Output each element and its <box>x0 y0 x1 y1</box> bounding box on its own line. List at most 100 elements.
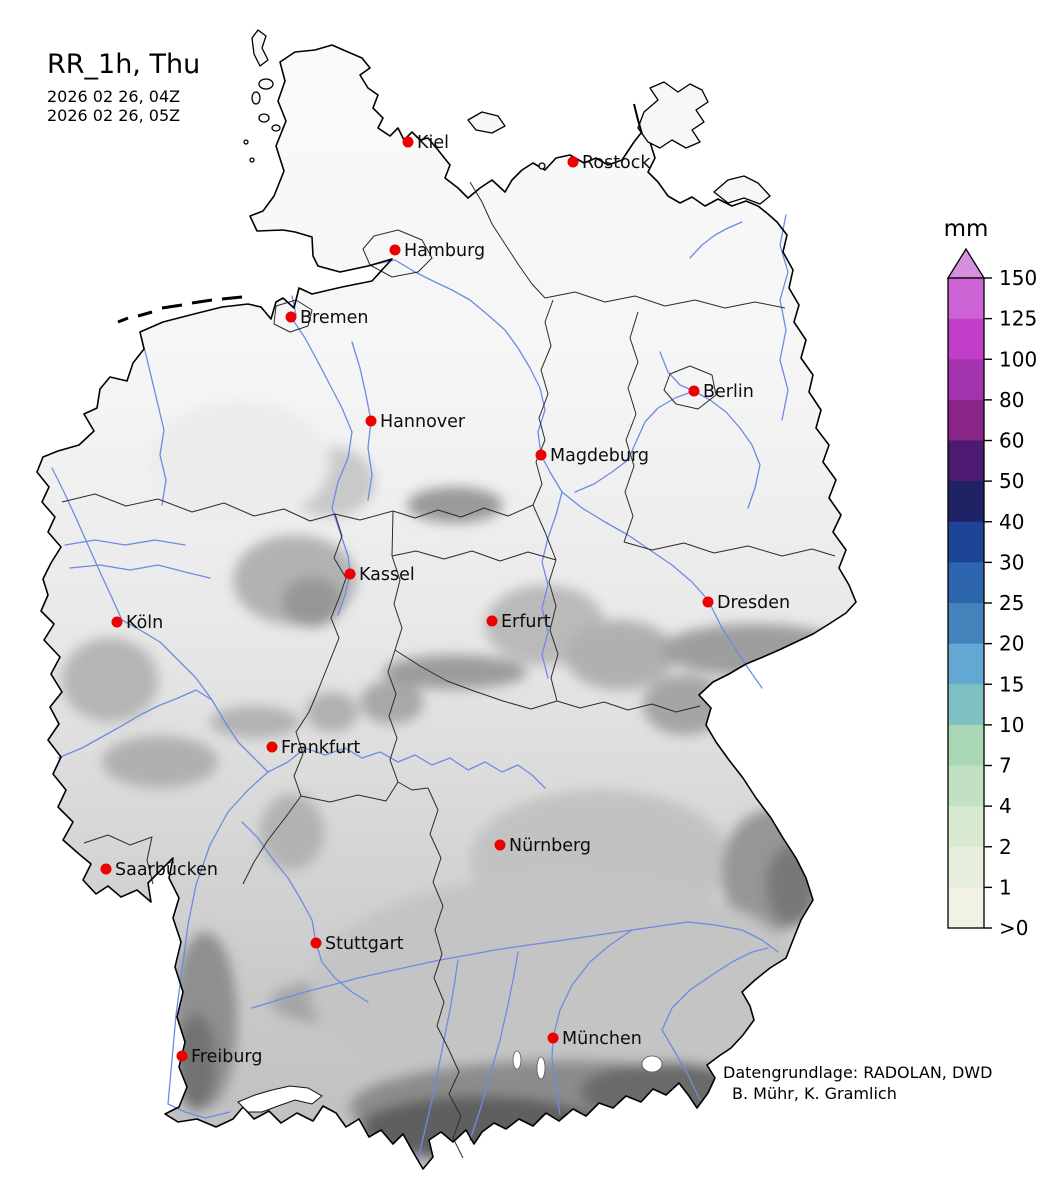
island-hiddensee <box>633 103 643 135</box>
colorbar-segment <box>948 399 984 442</box>
state-border-path <box>61 493 394 522</box>
state-border-path <box>242 795 302 885</box>
state-border-path <box>532 504 557 561</box>
colorbar-tick-label: 30 <box>999 550 1024 574</box>
river-havel <box>574 390 695 493</box>
river-saale <box>541 491 563 679</box>
colorbar-tick-label: 1 <box>999 875 1012 899</box>
state-border-path <box>394 649 558 710</box>
city-label: Saarbücken <box>115 860 218 880</box>
lakes <box>237 1050 663 1113</box>
timestamp-end: 2026 02 26, 05Z <box>47 106 181 125</box>
city-dot <box>486 615 498 627</box>
city-label: Stuttgart <box>325 934 404 954</box>
city-dot <box>365 415 377 427</box>
river-oder <box>779 214 789 421</box>
lake-starnberg <box>536 1056 546 1080</box>
island <box>137 310 153 318</box>
river-peene <box>689 221 743 259</box>
colorbar-tick-label: 4 <box>999 794 1012 818</box>
island <box>221 295 243 301</box>
attribution-authors: B. Mühr, K. Gramlich <box>732 1084 897 1103</box>
colorbar-tick-label: 80 <box>999 388 1024 412</box>
city-dot <box>266 741 278 753</box>
colorbar-segment <box>948 643 984 685</box>
island <box>243 139 249 145</box>
state-border-path <box>391 510 394 557</box>
colorbar-segment <box>948 318 984 360</box>
attribution: Datengrundlage: RADOLAN, DWD B. Mühr, K.… <box>723 1062 992 1104</box>
lake-chiemsee <box>641 1055 663 1073</box>
city-dot <box>547 1032 559 1044</box>
colorbar-segment <box>948 440 984 482</box>
city-label: Rostock <box>582 153 651 173</box>
attribution-source: Datengrundlage: RADOLAN, DWD <box>723 1063 993 1082</box>
island-borkum <box>117 316 129 324</box>
city-dot <box>389 244 401 256</box>
colorbar-segment <box>948 278 984 320</box>
colorbar-segment <box>948 521 984 563</box>
colorbar-tick-label: 100 <box>999 347 1037 371</box>
colorbar-segment <box>948 562 984 604</box>
colorbar-tick-label: 25 <box>999 591 1024 615</box>
colorbar-tick-label: 150 <box>999 266 1037 290</box>
colorbar-tick-label: 125 <box>999 307 1037 331</box>
river-lech <box>469 951 519 1141</box>
river-danube <box>251 921 779 1009</box>
rivers <box>51 214 789 1161</box>
city-label: Nürnberg <box>509 836 591 856</box>
colorbar-segment <box>948 765 984 807</box>
island-pellworm <box>258 113 270 123</box>
state-border-path <box>469 181 546 299</box>
river-inn <box>661 947 769 1101</box>
state-border-hamburg <box>362 229 433 278</box>
lake-ammersee <box>512 1050 522 1070</box>
state-border-path <box>308 513 347 713</box>
city-label: Berlin <box>703 382 754 402</box>
city-dot <box>494 839 506 851</box>
city-label: Hamburg <box>404 241 485 261</box>
colorbar-segment <box>948 359 984 401</box>
colorbar-segment <box>948 887 984 929</box>
colorbar-unit-label: mm <box>944 216 989 242</box>
city-dot <box>535 449 547 461</box>
state-border-path <box>544 291 786 309</box>
city-label: Hannover <box>380 412 466 432</box>
river-ems <box>139 331 167 506</box>
header: RR_1h, Thu 2026 02 26, 04Z 2026 02 26, 0… <box>47 49 201 126</box>
city-dot <box>402 136 414 148</box>
lake-constance <box>237 1085 323 1113</box>
river-mosel <box>57 689 213 759</box>
city-dot <box>285 311 297 323</box>
state-border-path <box>387 649 399 783</box>
river-weser <box>290 295 353 616</box>
city-markers: Kiel Rostock Hamburg Bremen Berlin Hannover Ma… <box>100 133 790 1067</box>
colorbar-tick-label: 2 <box>999 835 1012 859</box>
state-border-path <box>556 700 701 713</box>
island <box>191 298 213 305</box>
state-border-path <box>392 504 534 519</box>
state-border-path <box>623 541 836 557</box>
river-elbe <box>317 259 763 689</box>
island <box>249 157 255 163</box>
river-main <box>267 747 546 789</box>
river-isar <box>551 929 633 1116</box>
state-borders <box>61 181 836 1159</box>
city-dot <box>567 156 579 168</box>
city-label: Bremen <box>300 308 369 328</box>
state-border-path <box>83 834 154 885</box>
islands <box>117 29 771 324</box>
island-ruegen <box>637 81 709 149</box>
page-title: RR_1h, Thu <box>47 49 201 80</box>
city-label: Dresden <box>717 593 790 613</box>
timestamps: 2026 02 26, 04Z 2026 02 26, 05Z <box>47 87 200 125</box>
river-ruhr <box>69 564 211 579</box>
island <box>161 303 183 310</box>
colorbar: mm 150 125 100 80 60 50 40 30 25 20 15 10 7 4 2 1 >0 <box>944 216 1038 940</box>
colorbar-segment <box>948 481 984 523</box>
island-amrum <box>251 91 261 105</box>
island-sylt <box>251 29 269 67</box>
colorbar-tick-label: 50 <box>999 469 1024 493</box>
